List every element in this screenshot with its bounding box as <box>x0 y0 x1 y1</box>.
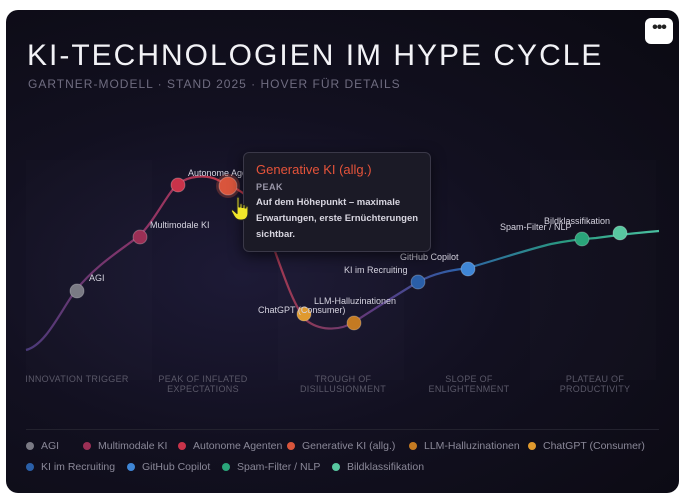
point-multimodale-ki[interactable] <box>132 229 148 245</box>
legend-item-autonome-agenten[interactable]: Autonome Agenten <box>178 440 282 452</box>
legend-item-chatgpt-consumer[interactable]: ChatGPT (Consumer) <box>528 440 645 452</box>
phase-label: INNOVATION TRIGGER <box>25 374 129 384</box>
legend-swatch <box>409 442 417 450</box>
legend-swatch <box>26 442 34 450</box>
point-label-bildklassifikation: Bildklassifikation <box>544 216 610 226</box>
legend-label: LLM-Halluzinationen <box>424 440 520 452</box>
phase-column <box>26 160 152 380</box>
point-ki-im-recruiting[interactable] <box>410 274 426 290</box>
point-label-agi: AGI <box>89 273 105 283</box>
legend-item-bildklassifikation[interactable]: Bildklassifikation <box>332 461 424 473</box>
page-subtitle: GARTNER-MODELL · STAND 2025 · HOVER FÜR … <box>28 77 401 91</box>
legend-item-multimodale-ki[interactable]: Multimodale KI <box>83 440 167 452</box>
legend-label: ChatGPT (Consumer) <box>543 440 645 452</box>
point-label-ki-im-recruiting: KI im Recruiting <box>344 265 408 275</box>
point-autonome-agenten[interactable] <box>170 177 186 193</box>
legend-item-spam-filter-nlp[interactable]: Spam-Filter / NLP <box>222 461 320 473</box>
chart-card: KI-TECHNOLOGIEN IM HYPE CYCLE GARTNER-MO… <box>6 10 679 493</box>
hand-cursor-icon <box>230 196 249 221</box>
point-github-copilot[interactable] <box>460 261 476 277</box>
legend-swatch <box>528 442 536 450</box>
tooltip-description: Auf dem Höhepunkt – maximale Erwartungen… <box>256 197 419 240</box>
legend-label: Spam-Filter / NLP <box>237 461 321 473</box>
point-llm-halluzinationen[interactable] <box>346 315 362 331</box>
legend-swatch <box>222 463 230 471</box>
hype-cycle-chart: AGI Multimodale KI Autonome Agen LLM-Halluz… <box>25 160 660 380</box>
legend-item-generative-ki-allg[interactable]: Generative KI (allg.) <box>287 440 395 452</box>
more-options-button[interactable]: ••• <box>645 18 673 44</box>
legend-item-agi[interactable]: AGI <box>26 440 59 452</box>
tooltip-title: Generative KI (allg.) <box>256 162 372 177</box>
legend-label: GitHub Copilot <box>142 461 211 473</box>
phase-label: TROUGH OF DISILLUSIONMENT <box>299 374 386 394</box>
legend-label: Multimodale KI <box>98 440 168 452</box>
phase-label: PEAK OF INFLATED EXPECTATIONS <box>158 374 248 394</box>
legend-swatch <box>83 442 91 450</box>
point-label-github-copilot: GitHub Copilot <box>400 252 459 262</box>
legend-swatch <box>332 463 340 471</box>
point-bildklassifikation[interactable] <box>612 225 628 241</box>
point-label-chatgpt-consumer: ChatGPT (Consumer) <box>258 305 345 315</box>
legend-swatch <box>26 463 34 471</box>
point-chatgpt-consumer[interactable] <box>296 306 312 322</box>
point-label-multimodale-ki: Multimodale KI <box>150 220 210 230</box>
legend-label: KI im Recruiting <box>41 461 116 473</box>
point-generative-ki-allg[interactable] <box>218 176 238 196</box>
legend-swatch <box>287 442 295 450</box>
legend-label: Bildklassifikation <box>347 461 425 473</box>
legend-divider <box>26 429 659 430</box>
hover-tooltip: Generative KI (allg.) PEAK Auf dem Höhep… <box>243 152 431 252</box>
phase-label: SLOPE OF ENLIGHTENMENT <box>428 374 510 394</box>
point-label-spam-filter-nlp: Spam-Filter / NLP <box>500 222 572 232</box>
legend-label: AGI <box>41 440 60 452</box>
phase-column <box>530 160 656 380</box>
hype-curve <box>25 175 660 352</box>
point-label-autonome-agenten: Autonome Agen <box>188 168 252 178</box>
tooltip-phase: PEAK <box>256 182 284 192</box>
page-title: KI-TECHNOLOGIEN IM HYPE CYCLE <box>27 39 604 72</box>
legend-item-ki-im-recruiting[interactable]: KI im Recruiting <box>26 461 115 473</box>
legend-label: Generative KI (allg.) <box>302 440 396 452</box>
more-horizontal-icon: ••• <box>652 19 667 36</box>
legend-item-llm-halluzinationen[interactable]: LLM-Halluzinationen <box>409 440 520 452</box>
point-label-llm-halluzinationen: LLM-Halluzinationen <box>314 296 396 306</box>
point-spam-filter-nlp[interactable] <box>574 231 590 247</box>
legend-swatch <box>127 463 135 471</box>
legend-item-github-copilot[interactable]: GitHub Copilot <box>127 461 210 473</box>
legend-label: Autonome Agenten <box>193 440 283 452</box>
phase-label: PLATEAU OF PRODUCTIVITY <box>559 374 631 394</box>
point-agi[interactable] <box>69 283 85 299</box>
legend-swatch <box>178 442 186 450</box>
